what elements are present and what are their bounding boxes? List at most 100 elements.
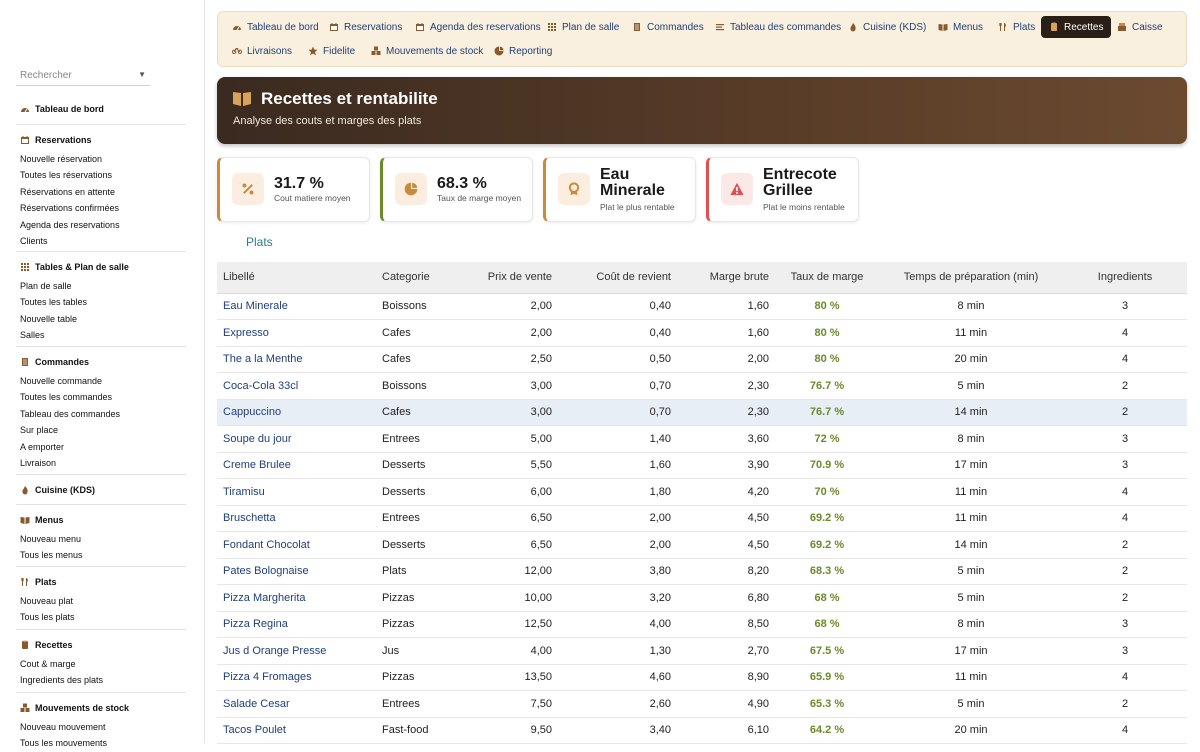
dish-name-link[interactable]: Salade Cesar [217,690,376,718]
nav-plan-de-salle[interactable]: Plan de salle [539,16,627,38]
sidebar-item[interactable]: Toutes les commandes [20,392,113,403]
dish-name-link[interactable]: Cappuccino [217,399,376,426]
nav-plats[interactable]: Plats [990,16,1043,38]
table-row[interactable]: Pates Bolognaise Plats 12,00 3,80 8,20 68.3 %… [217,558,1187,585]
column-header[interactable]: Categorie [376,262,470,294]
sidebar-section-header[interactable]: Reservations [20,133,186,147]
column-header[interactable]: Libellé [217,262,376,294]
column-header[interactable]: Taux de marge [775,262,879,294]
table-row[interactable]: Coca-Cola 33cl Boissons 3,00 0,70 2,30 76.7 %… [217,372,1187,400]
sidebar-section-header[interactable]: Menus [20,513,186,527]
nav-livraisons[interactable]: Livraisons [224,40,300,62]
dish-name-link[interactable]: Coca-Cola 33cl [217,372,376,400]
sidebar-item[interactable]: Nouvelle commande [20,376,103,386]
table-row[interactable]: Eau Minerale Boissons 2,00 0,40 1,60 80 % 8 mi… [217,293,1187,320]
sidebar-item[interactable]: Tableau des commandes [20,408,121,419]
sidebar-item[interactable]: Tous les menus [20,550,83,561]
column-header[interactable]: Ingredients [1063,262,1187,294]
table-cell: 4 [1063,478,1187,506]
sidebar-item[interactable]: Cout & marge [20,659,76,669]
sidebar-section-header[interactable]: Recettes [20,638,186,652]
table-cell: 67.5 % [775,637,879,665]
table-cell: 3 [1063,425,1187,453]
sidebar-section-header[interactable]: Mouvements de stock [20,701,186,715]
sidebar-item[interactable]: Tous les mouvements [20,738,108,749]
dish-name-link[interactable]: Bruschetta [217,505,376,532]
nav-reservations[interactable]: Reservations [321,16,410,38]
tab-plats[interactable]: Plats [246,235,273,249]
sidebar-item[interactable]: Ingredients des plats [20,675,104,686]
table-cell: 3 [1063,637,1187,665]
sidebar-item[interactable]: Salles [20,330,45,341]
dish-name-link[interactable]: Creme Brulee [217,452,376,479]
dish-name-link[interactable]: Pizza Regina [217,611,376,638]
dish-name-link[interactable]: Soupe du jour [217,425,376,453]
table-row[interactable]: Fondant Chocolat Desserts 6,50 2,00 4,50 69.2… [217,531,1187,559]
sidebar-item[interactable]: Toutes les réservations [20,170,113,181]
dish-name-link[interactable]: Pates Bolognaise [217,558,376,585]
table-row[interactable]: Salade Cesar Entrees 7,50 2,60 4,90 65.3 % 5 m… [217,690,1187,718]
sidebar-item[interactable]: A emporter [20,441,65,452]
nav-menus[interactable]: Menus [930,16,991,38]
sidebar-item[interactable]: Nouvelle réservation [20,154,103,164]
nav-commandes[interactable]: Commandes [624,16,712,38]
table-cell: 10,00 [470,584,558,612]
chevron-down-icon[interactable]: ▼ [138,70,146,79]
dish-name-link[interactable]: Tiramisu [217,478,376,506]
sidebar-item[interactable]: Nouveau menu [20,534,82,544]
table-row[interactable]: Soupe du jour Entrees 5,00 1,40 3,60 72 % 8 mi… [217,425,1187,453]
sidebar-item[interactable]: Sur place [20,425,59,436]
dish-name-link[interactable]: The a la Menthe [217,346,376,373]
table-cell: 5 min [879,690,1063,718]
table-row[interactable]: Pizza Margherita Pizzas 10,00 3,20 6,80 68 % 5… [217,584,1187,612]
nav-tableau-des-commandes[interactable]: Tableau des commandes [707,16,849,38]
sidebar-section-header[interactable]: Plats [20,575,186,589]
dish-name-link[interactable]: Fondant Chocolat [217,531,376,559]
dish-name-link[interactable]: Tacos Poulet [217,717,376,744]
table-row[interactable]: Tiramisu Desserts 6,00 1,80 4,20 70 % 11 min 4 [217,478,1187,506]
nav-agenda-des-reservations[interactable]: Agenda des reservations [407,16,549,38]
sidebar-item[interactable]: Réservations confirmées [20,203,120,214]
table-row[interactable]: Bruschetta Entrees 6,50 2,00 4,50 69.2 % 11 mi… [217,505,1187,532]
column-header[interactable]: Coût de revient [558,262,677,294]
sidebar-item[interactable]: Nouveau plat [20,596,74,606]
dish-name-link[interactable]: Eau Minerale [217,293,376,320]
dish-name-link[interactable]: Expresso [217,319,376,347]
sidebar-section-header[interactable]: Tables & Plan de salle [20,260,186,274]
dish-name-link[interactable]: Jus d Orange Presse [217,637,376,665]
sidebar-item[interactable]: Toutes les tables [20,297,88,308]
column-header[interactable]: Temps de préparation (min) [879,262,1063,294]
sidebar-section-header[interactable]: Commandes [20,355,186,369]
table-row[interactable]: Pizza Regina Pizzas 12,50 4,00 8,50 68 % 8 min… [217,611,1187,638]
nav-recettes[interactable]: Recettes [1041,16,1112,38]
sidebar-item[interactable]: Livraison [20,457,57,468]
nav-tableau-de-bord[interactable]: Tableau de bord [224,16,327,38]
table-row[interactable]: Cappuccino Cafes 3,00 0,70 2,30 76.7 % 14 min 2 [217,399,1187,426]
sidebar-item[interactable]: Réservations en attente [20,186,116,197]
dish-name-link[interactable]: Pizza Margherita [217,584,376,612]
sidebar-item[interactable]: Nouveau mouvement [20,722,106,732]
sidebar-item[interactable]: Clients [20,235,48,246]
nav-reporting[interactable]: Reporting [486,40,560,62]
sidebar-section-header[interactable]: Cuisine (KDS) [20,483,186,497]
table-row[interactable]: Tacos Poulet Fast-food 9,50 3,40 6,10 64.2 % 2… [217,717,1187,744]
sidebar-item[interactable]: Tous les plats [20,612,75,623]
table-row[interactable]: Jus d Orange Presse Jus 4,00 1,30 2,70 67.5 %… [217,637,1187,665]
sidebar-item[interactable]: Plan de salle [20,281,72,291]
nav-cuisine-kds[interactable]: Cuisine (KDS) [840,16,934,38]
sidebar-section-header[interactable]: Tableau de bord [20,102,186,116]
nav-fidelite[interactable]: Fidelite [300,40,363,62]
nav-caisse[interactable]: Caisse [1109,16,1171,38]
sidebar-item[interactable]: Agenda des reservations [20,219,120,230]
search-input[interactable]: Rechercher ▼ [16,66,150,86]
nav-mouvements-de-stock[interactable]: Mouvements de stock [363,40,491,62]
table-row[interactable]: Pizza 4 Fromages Pizzas 13,50 4,60 8,90 65.9 … [217,664,1187,691]
table-cell: 0,70 [558,399,677,426]
table-row[interactable]: The a la Menthe Cafes 2,50 0,50 2,00 80 % 20 m… [217,346,1187,373]
column-header[interactable]: Prix de vente [470,262,558,294]
table-row[interactable]: Expresso Cafes 2,00 0,40 1,60 80 % 11 min 4 [217,319,1187,347]
column-header[interactable]: Marge brute [677,262,775,294]
dish-name-link[interactable]: Pizza 4 Fromages [217,664,376,691]
table-row[interactable]: Creme Brulee Desserts 5,50 1,60 3,90 70.9 % 17… [217,452,1187,479]
sidebar-item[interactable]: Nouvelle table [20,313,78,324]
